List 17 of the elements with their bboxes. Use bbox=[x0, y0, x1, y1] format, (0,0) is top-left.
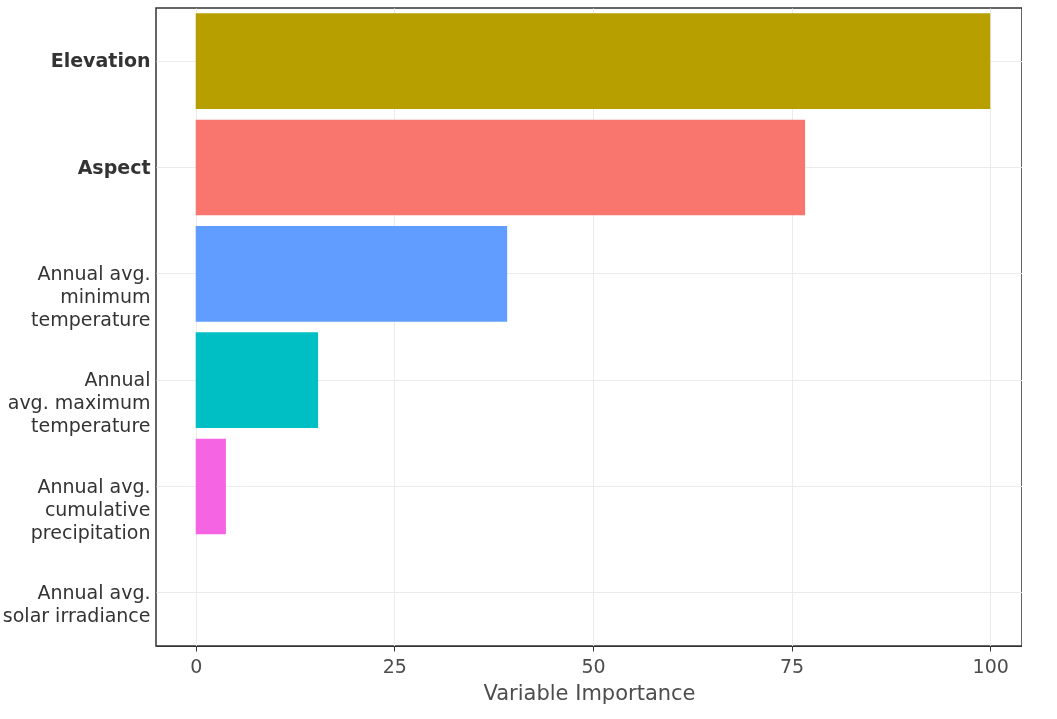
y-tick-label: Elevation bbox=[50, 49, 151, 72]
y-tick-label: Annual avg. solar irradiance bbox=[2, 580, 151, 626]
x-tick-label: 25 bbox=[382, 654, 407, 677]
bar bbox=[195, 332, 319, 429]
x-tick-label: 100 bbox=[972, 654, 1009, 677]
bar bbox=[195, 119, 806, 216]
y-tick-label: Annual avg. maximum temperature bbox=[7, 368, 151, 437]
x-tick-label: 75 bbox=[780, 654, 805, 677]
bar bbox=[195, 13, 991, 110]
x-tick-label: 50 bbox=[581, 654, 606, 677]
bar bbox=[195, 438, 226, 535]
bar bbox=[195, 225, 508, 322]
y-tick-label: Aspect bbox=[77, 155, 151, 178]
y-tick-label: Annual avg. cumulative precipitation bbox=[30, 474, 151, 543]
x-tick-label: 0 bbox=[190, 654, 203, 677]
y-tick-label: Annual avg. minimum temperature bbox=[31, 261, 151, 330]
x-axis-title: Variable Importance bbox=[483, 680, 696, 705]
